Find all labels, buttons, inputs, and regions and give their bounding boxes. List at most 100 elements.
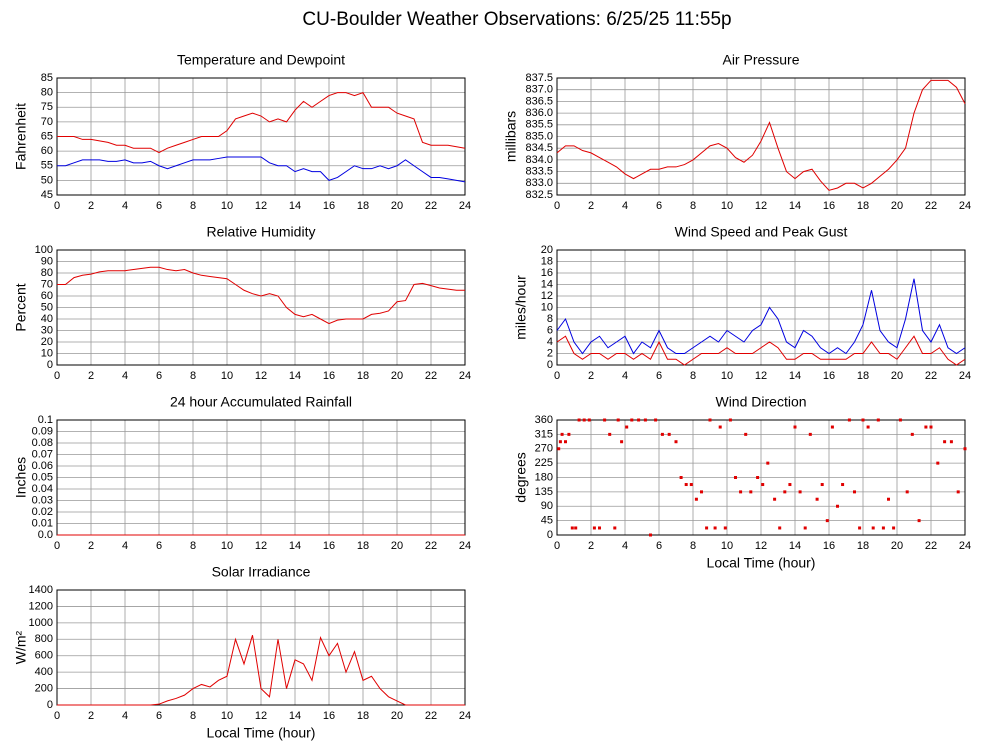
y-tick-label: 85 — [41, 72, 53, 84]
x-tick-label: 18 — [357, 540, 369, 552]
y-tick-label: 80 — [41, 267, 53, 279]
data-line — [57, 635, 465, 706]
y-tick-label: 0.0 — [38, 529, 53, 541]
y-axis-label: degrees — [513, 452, 529, 503]
x-tick-label: 8 — [690, 200, 696, 212]
x-tick-label: 2 — [88, 370, 94, 382]
x-tick-label: 16 — [323, 540, 335, 552]
x-tick-label: 20 — [391, 710, 403, 722]
x-tick-label: 14 — [789, 200, 801, 212]
data-point — [830, 425, 834, 429]
data-point — [660, 432, 664, 436]
x-tick-label: 10 — [721, 370, 733, 382]
data-point — [587, 418, 591, 422]
y-tick-label: 2 — [547, 347, 553, 359]
data-point — [582, 418, 586, 422]
y-tick-label: 0 — [47, 359, 53, 371]
data-line — [556, 335, 966, 366]
page-title: CU-Boulder Weather Observations: 6/25/25… — [302, 9, 731, 30]
x-tick-label: 6 — [156, 540, 162, 552]
data-point — [924, 425, 928, 429]
data-point — [808, 432, 812, 436]
x-tick-label: 16 — [323, 200, 335, 212]
x-tick-label: 2 — [88, 540, 94, 552]
data-point — [577, 418, 581, 422]
data-point — [766, 461, 770, 465]
x-tick-label: 24 — [459, 200, 471, 212]
y-axis-label: miles/hour — [513, 275, 529, 340]
data-line — [57, 156, 466, 183]
data-point — [667, 432, 671, 436]
data-point — [630, 418, 634, 422]
y-tick-label: 50 — [41, 301, 53, 313]
y-tick-label: 0.02 — [32, 506, 53, 518]
x-tick-label: 0 — [554, 540, 560, 552]
x-tick-label: 14 — [289, 540, 301, 552]
x-tick-label: 14 — [789, 540, 801, 552]
y-tick-label: 8 — [547, 313, 553, 325]
x-tick-label: 22 — [425, 370, 437, 382]
y-tick-label: 315 — [535, 428, 553, 440]
y-tick-label: 70 — [41, 278, 53, 290]
x-tick-label: 8 — [190, 370, 196, 382]
data-point — [756, 476, 760, 479]
y-tick-label: 360 — [535, 414, 553, 426]
y-tick-label: 1200 — [29, 600, 53, 612]
data-point — [778, 526, 782, 530]
y-tick-label: 100 — [35, 244, 53, 256]
data-point — [876, 418, 880, 422]
y-tick-label: 837.0 — [525, 84, 553, 96]
x-tick-label: 22 — [925, 370, 937, 382]
x-tick-label: 18 — [357, 710, 369, 722]
plot-frame — [56, 249, 466, 366]
data-point — [861, 418, 865, 422]
data-point — [592, 526, 596, 530]
data-point — [917, 519, 921, 523]
y-tick-label: 20 — [541, 244, 553, 256]
x-tick-label: 16 — [823, 540, 835, 552]
x-tick-label: 24 — [459, 540, 471, 552]
x-tick-label: 2 — [588, 540, 594, 552]
data-point — [560, 432, 564, 436]
y-tick-label: 0.06 — [32, 460, 53, 472]
x-tick-label: 8 — [190, 200, 196, 212]
data-point — [684, 483, 688, 487]
x-tick-label: 6 — [156, 710, 162, 722]
x-tick-label: 22 — [425, 540, 437, 552]
data-point — [892, 526, 896, 530]
x-tick-label: 22 — [425, 710, 437, 722]
data-point — [705, 526, 709, 530]
y-tick-label: 75 — [41, 101, 53, 113]
x-tick-label: 22 — [425, 200, 437, 212]
data-point — [910, 432, 914, 436]
y-tick-label: 16 — [541, 267, 553, 279]
x-tick-label: 18 — [857, 370, 869, 382]
x-tick-label: 24 — [959, 200, 971, 212]
plot-frame — [556, 249, 966, 366]
x-tick-label: 10 — [221, 200, 233, 212]
data-point — [739, 490, 743, 494]
x-tick-label: 4 — [122, 710, 128, 722]
x-tick-label: 14 — [289, 200, 301, 212]
data-point — [798, 490, 802, 494]
y-tick-label: 225 — [535, 457, 553, 469]
y-tick-label: 836.5 — [525, 95, 553, 107]
data-point — [558, 440, 562, 444]
data-point — [815, 497, 819, 501]
x-tick-label: 12 — [255, 710, 267, 722]
chart-title: Air Pressure — [722, 52, 799, 68]
y-axis-label: Fahrenheit — [13, 103, 29, 170]
x-tick-label: 16 — [323, 370, 335, 382]
y-tick-label: 0 — [547, 529, 553, 541]
y-tick-label: 1000 — [29, 617, 53, 629]
x-tick-label: 10 — [221, 540, 233, 552]
data-point — [700, 490, 703, 494]
y-tick-label: 40 — [41, 313, 53, 325]
chart-title: Relative Humidity — [207, 224, 316, 240]
data-point — [871, 526, 875, 530]
x-tick-label: 20 — [391, 540, 403, 552]
data-point — [788, 483, 792, 487]
data-point — [674, 440, 678, 444]
x-tick-label: 20 — [391, 200, 403, 212]
x-tick-label: 6 — [656, 200, 662, 212]
